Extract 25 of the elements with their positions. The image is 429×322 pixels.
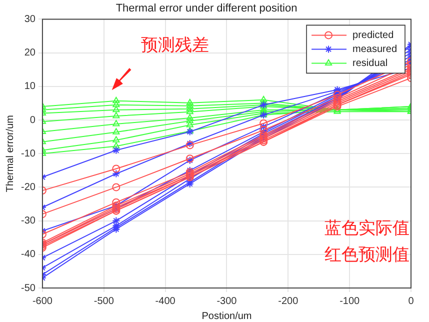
y-axis-title: Thermal error/um (4, 114, 16, 192)
x-tick-label: -500 (94, 296, 114, 307)
x-tick-label: -600 (32, 296, 53, 307)
x-tick-label: 0 (408, 296, 414, 307)
legend-label: residual (352, 58, 388, 69)
legend-label: predicted (352, 30, 394, 41)
y-tick-label: 30 (24, 14, 36, 25)
y-tick-label: -30 (21, 216, 36, 227)
x-tick-label: -200 (278, 296, 299, 307)
y-tick-label: 20 (24, 48, 36, 59)
x-tick-label: -100 (340, 296, 360, 307)
annotation: 预测残差 (141, 36, 210, 56)
y-tick-label: -20 (21, 182, 36, 193)
chart-title: Thermal error under different position (116, 2, 298, 15)
legend-label: measured (352, 44, 397, 55)
annotation: 红色预测值 (324, 245, 410, 266)
y-tick-label: -40 (21, 249, 36, 260)
annotation: 蓝色实际值 (324, 218, 410, 238)
x-tick-label: -400 (155, 296, 176, 307)
y-tick-label: 10 (24, 81, 36, 92)
y-tick-label: -10 (21, 148, 36, 160)
y-tick-label: -50 (21, 282, 36, 294)
x-tick-label: -300 (216, 296, 238, 307)
x-axis-title: Postion/um (202, 310, 252, 322)
y-tick-label: 0 (30, 114, 36, 126)
